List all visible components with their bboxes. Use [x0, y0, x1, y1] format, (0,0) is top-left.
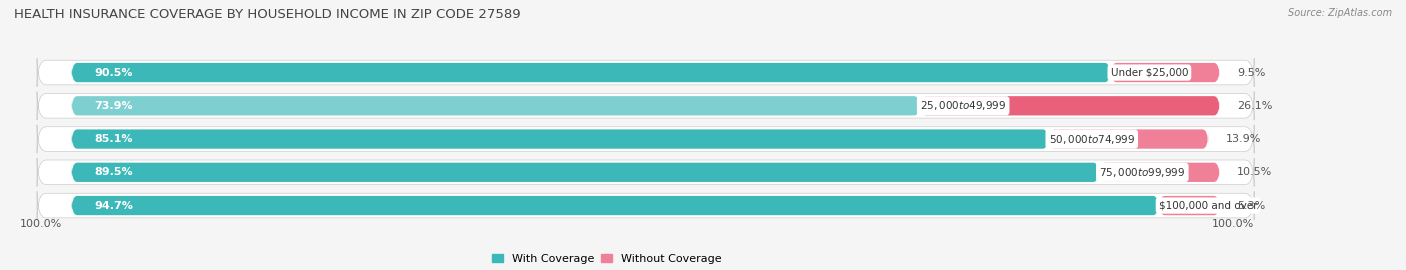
Text: 90.5%: 90.5% — [94, 68, 134, 77]
Text: Under $25,000: Under $25,000 — [1111, 68, 1188, 77]
FancyBboxPatch shape — [37, 158, 1254, 187]
Text: $25,000 to $49,999: $25,000 to $49,999 — [920, 99, 1007, 112]
FancyBboxPatch shape — [37, 191, 1254, 220]
Text: 100.0%: 100.0% — [1212, 219, 1254, 229]
Text: 94.7%: 94.7% — [94, 201, 134, 211]
FancyBboxPatch shape — [1099, 163, 1220, 182]
Text: $50,000 to $74,999: $50,000 to $74,999 — [1049, 133, 1135, 146]
FancyBboxPatch shape — [72, 63, 1111, 82]
Text: 26.1%: 26.1% — [1237, 101, 1272, 111]
Legend: With Coverage, Without Coverage: With Coverage, Without Coverage — [492, 254, 721, 264]
Text: Source: ZipAtlas.com: Source: ZipAtlas.com — [1288, 8, 1392, 18]
Text: 10.5%: 10.5% — [1237, 167, 1272, 177]
FancyBboxPatch shape — [1111, 63, 1220, 82]
Text: HEALTH INSURANCE COVERAGE BY HOUSEHOLD INCOME IN ZIP CODE 27589: HEALTH INSURANCE COVERAGE BY HOUSEHOLD I… — [14, 8, 520, 21]
FancyBboxPatch shape — [37, 58, 1254, 87]
FancyBboxPatch shape — [1159, 196, 1220, 215]
FancyBboxPatch shape — [920, 96, 1220, 116]
FancyBboxPatch shape — [37, 125, 1254, 153]
Text: 89.5%: 89.5% — [94, 167, 134, 177]
FancyBboxPatch shape — [72, 163, 1099, 182]
FancyBboxPatch shape — [37, 92, 1254, 120]
Text: $100,000 and over: $100,000 and over — [1159, 201, 1257, 211]
Text: 13.9%: 13.9% — [1226, 134, 1261, 144]
Text: 100.0%: 100.0% — [20, 219, 62, 229]
FancyBboxPatch shape — [72, 129, 1049, 149]
FancyBboxPatch shape — [72, 196, 1159, 215]
Text: 73.9%: 73.9% — [94, 101, 134, 111]
Text: $75,000 to $99,999: $75,000 to $99,999 — [1099, 166, 1185, 179]
Text: 85.1%: 85.1% — [94, 134, 134, 144]
Text: 5.3%: 5.3% — [1237, 201, 1265, 211]
FancyBboxPatch shape — [72, 96, 920, 116]
Text: 9.5%: 9.5% — [1237, 68, 1265, 77]
FancyBboxPatch shape — [1049, 129, 1208, 149]
